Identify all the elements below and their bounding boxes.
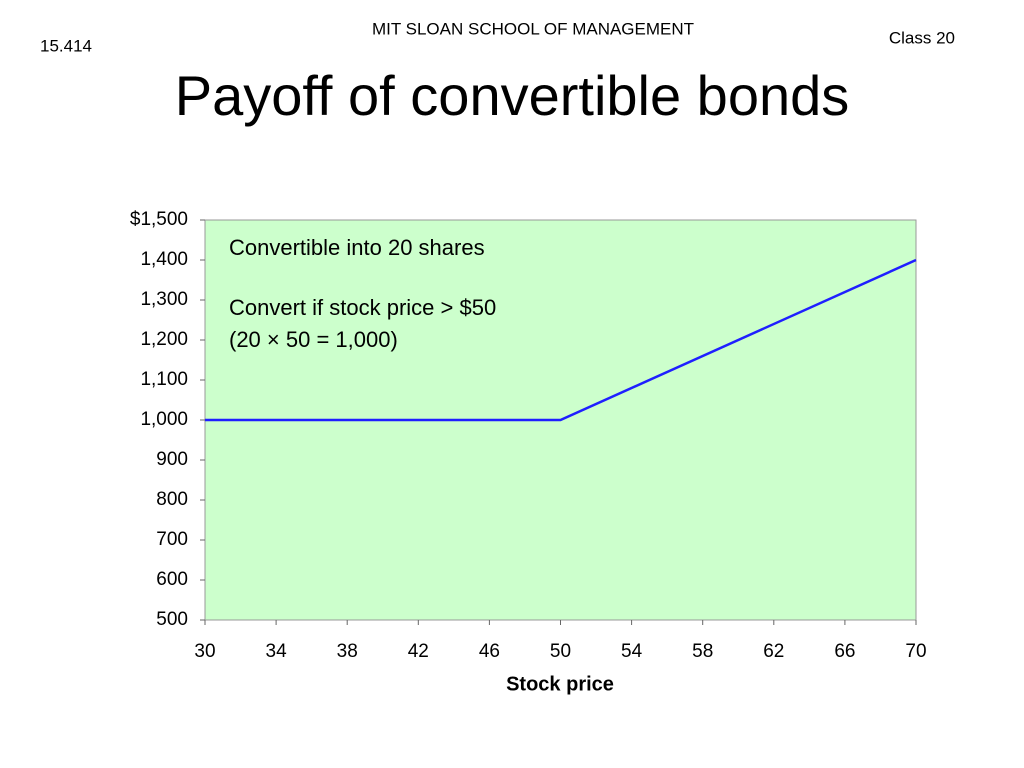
x-tick-label: 38: [337, 641, 358, 662]
chart: 500 600 700 800 900 1,000 1,100 1,200 1,300 1,400…: [130, 209, 927, 695]
y-tick-label: 1,300: [140, 289, 188, 310]
y-tick-label: 600: [156, 569, 188, 590]
y-tick-label: 700: [156, 529, 188, 550]
y-tick-label: 1,400: [140, 249, 188, 270]
annotation: Convert if stock price > $50: [229, 295, 496, 320]
annotation: (20 × 50 = 1,000): [229, 327, 398, 352]
slide-title: Payoff of convertible bonds: [175, 64, 850, 127]
session-label: Class 20: [889, 28, 955, 47]
x-tick-label: 30: [194, 641, 215, 662]
x-tick-label: 54: [621, 641, 643, 662]
y-tick-label: 800: [156, 489, 188, 510]
x-tick-label: 46: [479, 641, 500, 662]
x-tick-label: 42: [408, 641, 429, 662]
annotation: Convertible into 20 shares: [229, 235, 485, 260]
y-tick-label: 1,200: [140, 329, 188, 350]
payoff-line: [205, 258, 917, 422]
x-tick-label: 50: [550, 641, 571, 662]
course-number: 15.414: [40, 36, 92, 55]
x-tick-label: 58: [692, 641, 713, 662]
y-tick-label: 500: [156, 609, 188, 630]
y-tick-label: $1,500: [130, 209, 188, 230]
x-axis-label: Stock price: [506, 673, 614, 695]
y-tick-label: 900: [156, 449, 188, 470]
y-tick-label: 1,100: [140, 369, 188, 390]
school-name: MIT SLOAN SCHOOL OF MANAGEMENT: [372, 19, 694, 38]
x-tick-label: 62: [763, 641, 784, 662]
y-tick-label: 1,000: [140, 409, 188, 430]
x-tick-label: 34: [266, 641, 288, 662]
x-tick-label: 66: [834, 641, 855, 662]
x-tick-label: 70: [905, 641, 926, 662]
